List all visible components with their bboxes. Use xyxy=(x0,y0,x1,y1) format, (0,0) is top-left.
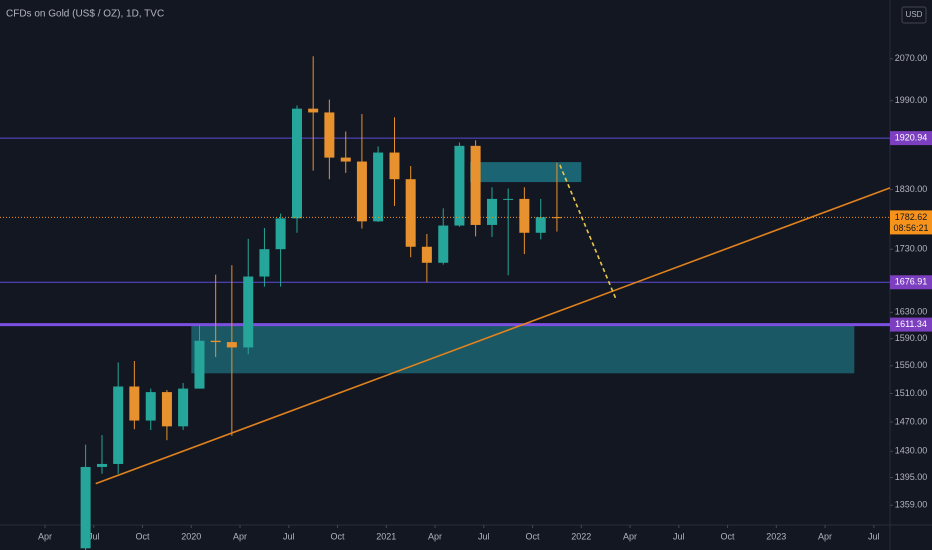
candle-body xyxy=(243,276,254,348)
trend-line xyxy=(559,164,618,301)
candle-body xyxy=(96,463,107,467)
candle-body xyxy=(129,386,140,421)
x-tick-label: Apr xyxy=(233,531,247,541)
y-tick-label: 1510.00 xyxy=(895,388,928,398)
candle-body xyxy=(210,340,221,343)
candle-body xyxy=(178,388,189,427)
x-tick-label: 2021 xyxy=(376,531,396,541)
candle-body xyxy=(308,108,319,113)
y-tick-label: 2070.00 xyxy=(895,53,928,63)
x-tick-label: 2022 xyxy=(571,531,591,541)
y-tick-label: 1830.00 xyxy=(895,184,928,194)
candle-body xyxy=(389,152,400,180)
y-tick-label: 1630.00 xyxy=(895,307,928,317)
level-price-label: 1611.34 xyxy=(895,319,927,329)
candle-body xyxy=(291,108,302,219)
candle-body xyxy=(551,217,562,219)
x-tick-label: Oct xyxy=(331,531,346,541)
y-tick-label: 1990.00 xyxy=(895,95,928,105)
candle-body xyxy=(324,112,335,158)
candle-body xyxy=(519,198,530,233)
y-tick-label: 1590.00 xyxy=(895,333,928,343)
x-tick-label: Jul xyxy=(283,531,295,541)
x-tick-label: Jul xyxy=(88,531,100,541)
candle-body xyxy=(161,392,172,427)
countdown-label: 08:56:21 xyxy=(893,223,928,233)
chart-title: CFDs on Gold (US$ / OZ), 1D, TVC xyxy=(6,9,164,20)
y-tick-label: 1359.00 xyxy=(895,500,928,510)
candle-body xyxy=(438,225,449,263)
candle-body xyxy=(373,152,384,222)
y-tick-label: 1395.00 xyxy=(895,472,928,482)
currency-label[interactable]: USD xyxy=(906,10,923,19)
x-tick-label: Apr xyxy=(38,531,52,541)
x-tick-label: Oct xyxy=(526,531,541,541)
candle-body xyxy=(340,157,351,162)
level-price-label: 1920.94 xyxy=(895,132,928,142)
candle-body xyxy=(80,466,91,549)
x-tick-label: Oct xyxy=(721,531,736,541)
candle-body xyxy=(259,249,270,277)
candle-body xyxy=(226,342,237,348)
trend-line xyxy=(95,187,891,485)
y-tick-label: 1550.00 xyxy=(895,360,928,370)
candle-body xyxy=(503,198,514,200)
zone xyxy=(470,162,582,183)
x-tick-label: Apr xyxy=(623,531,637,541)
candle-body xyxy=(470,145,481,225)
x-tick-label: Oct xyxy=(136,531,151,541)
x-tick-label: Jul xyxy=(868,531,880,541)
y-tick-label: 1430.00 xyxy=(895,446,928,456)
y-tick-label: 1730.00 xyxy=(895,244,928,254)
candle-body xyxy=(405,179,416,247)
candle-body xyxy=(113,386,124,464)
currency-button[interactable] xyxy=(901,6,927,24)
x-tick-label: Jul xyxy=(478,531,490,541)
level-price-box xyxy=(890,131,932,146)
x-tick-label: 2020 xyxy=(181,531,201,541)
candle-body xyxy=(356,161,367,222)
last-price-box xyxy=(890,210,932,235)
candle-body xyxy=(275,218,286,250)
y-tick-label: 1470.00 xyxy=(895,416,928,426)
candle-body xyxy=(486,198,497,225)
zone xyxy=(191,325,855,374)
x-tick-label: Jul xyxy=(673,531,685,541)
candle-body xyxy=(535,217,546,233)
x-tick-label: Apr xyxy=(428,531,442,541)
level-price-box xyxy=(890,317,932,332)
level-price-box xyxy=(890,275,932,290)
candle-body xyxy=(454,145,465,226)
x-tick-label: Apr xyxy=(818,531,832,541)
candle-body xyxy=(421,246,432,263)
candle-body xyxy=(194,340,205,389)
level-price-label: 1676.91 xyxy=(895,277,928,287)
last-price-label: 1782.62 xyxy=(895,212,928,222)
candle-body xyxy=(145,392,156,421)
x-tick-label: 2023 xyxy=(766,531,786,541)
